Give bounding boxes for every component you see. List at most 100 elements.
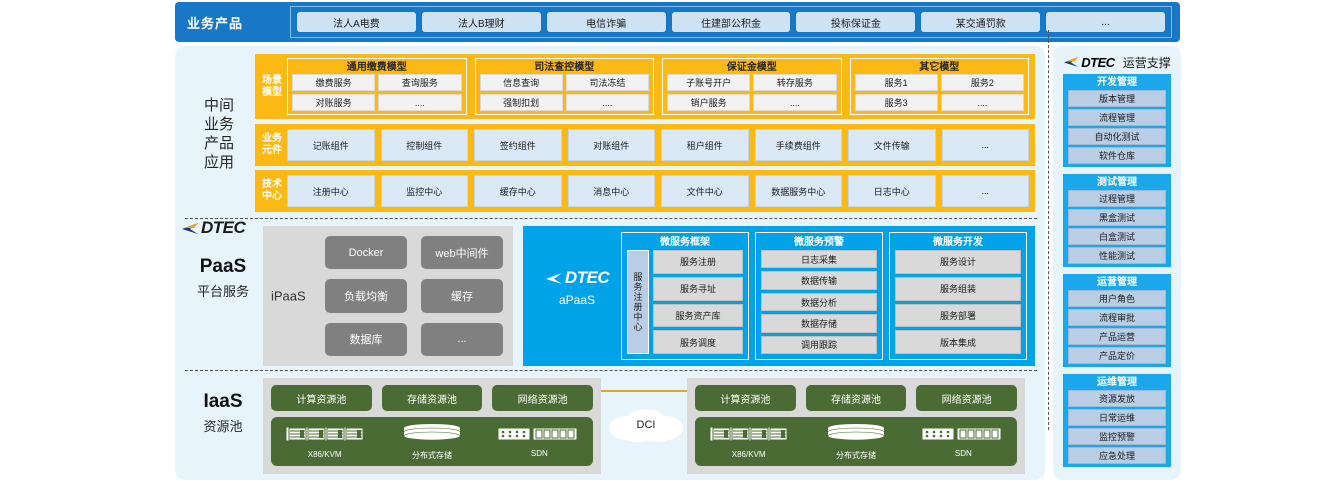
product-chip[interactable]: 法人B理财 — [421, 12, 541, 32]
dci-connector: DCI — [601, 378, 691, 474]
ops-item[interactable]: 白盒测试 — [1068, 228, 1166, 245]
tech-center-item[interactable]: 监控中心 — [380, 175, 468, 207]
resource-pool-chip[interactable]: 计算资源池 — [695, 385, 796, 411]
scene-model-item[interactable]: 销户服务 — [667, 94, 751, 111]
ops-item[interactable]: 黑盒测试 — [1068, 209, 1166, 226]
resource-pool-chip[interactable]: 存储资源池 — [381, 385, 483, 411]
scene-model-group-title: 保证金模型 — [726, 62, 777, 73]
product-chip[interactable]: 投标保证金 — [796, 12, 916, 32]
microservice-warning-item[interactable]: 数据存储 — [761, 314, 877, 333]
dci-link-line — [601, 390, 691, 392]
ops-item[interactable]: 版本管理 — [1068, 90, 1166, 107]
ipaas-item[interactable]: ... — [421, 322, 503, 356]
scene-model-item[interactable]: 查询服务 — [378, 74, 462, 91]
scene-model-item[interactable]: .... — [565, 94, 649, 111]
scene-model-item[interactable]: 信息查询 — [479, 74, 563, 91]
tag-line: 中心 — [262, 191, 282, 202]
apaas-name: aPaaS — [558, 292, 596, 307]
microservice-warning-item[interactable]: 数据传输 — [761, 271, 877, 290]
ops-section: 测试管理 过程管理 黑盒测试 白盒测试 性能测试 — [1063, 174, 1171, 267]
hardware-item: 分布式存储 — [808, 423, 904, 461]
scene-model-item[interactable]: .... — [378, 94, 462, 111]
ops-item[interactable]: 应急处理 — [1068, 447, 1166, 464]
ops-item[interactable]: 监控预警 — [1068, 428, 1166, 445]
scene-model-item[interactable]: 对账服务 — [292, 94, 376, 111]
business-component-item[interactable]: 租户组件 — [661, 129, 749, 161]
ops-item[interactable]: 产品运营 — [1068, 328, 1166, 345]
resource-pool-chip[interactable]: 存储资源池 — [805, 385, 907, 411]
server-rack-icon — [709, 425, 789, 448]
ops-item[interactable]: 流程管理 — [1068, 109, 1166, 126]
ipaas-item[interactable]: 缓存 — [421, 279, 503, 313]
ipaas-item[interactable]: Docker — [325, 236, 407, 270]
business-component-item[interactable]: 记账组件 — [287, 129, 375, 161]
product-chip[interactable]: 法人A电费 — [297, 12, 416, 32]
scene-model-item[interactable]: 司法冻结 — [565, 74, 649, 91]
ops-item[interactable]: 资源发放 — [1068, 390, 1166, 407]
resource-pool-chip[interactable]: 网络资源池 — [492, 385, 594, 411]
business-product-label: 业务产品 — [187, 15, 244, 31]
scene-model-item[interactable]: 服务3 — [854, 94, 938, 111]
tech-center-item[interactable]: 数据服务中心 — [754, 175, 842, 207]
microservice-framework-item[interactable]: 服务资产库 — [653, 303, 743, 328]
scene-model-item-grid: 缴费服务 查询服务 对账服务.... — [292, 74, 462, 111]
scene-model-item[interactable]: 子账号开户 — [667, 74, 751, 91]
product-chip[interactable]: 电信诈骗 — [546, 12, 666, 32]
ops-item[interactable]: 软件仓库 — [1068, 147, 1166, 164]
microservice-dev-item[interactable]: 服务部署 — [895, 303, 1021, 328]
tech-center-item[interactable]: 缓存中心 — [474, 175, 562, 207]
business-component-item[interactable]: 签约组件 — [474, 129, 562, 161]
ops-item[interactable]: 流程审批 — [1068, 309, 1166, 326]
business-component-item[interactable]: 控制组件 — [380, 129, 468, 161]
ops-item[interactable]: 产品定价 — [1068, 347, 1166, 364]
business-component-item[interactable]: 文件传输 — [848, 129, 936, 161]
microservice-warning-item[interactable]: 调用跟踪 — [761, 335, 877, 355]
ops-item[interactable]: 用户角色 — [1068, 290, 1166, 307]
hardware-item: 分布式存储 — [384, 423, 480, 461]
tech-center-item[interactable]: 文件中心 — [661, 175, 749, 207]
microservice-framework-items: 服务注册 服务寻址 服务资产库 服务调度 — [653, 250, 743, 354]
ipaas-item[interactable]: 负载均衡 — [325, 279, 407, 313]
microservice-dev-item[interactable]: 服务设计 — [895, 250, 1021, 274]
tech-center-item[interactable]: ... — [941, 175, 1029, 207]
microservice-dev-item[interactable]: 服务组装 — [895, 276, 1021, 301]
microservice-framework-item[interactable]: 服务调度 — [653, 330, 743, 354]
microservice-framework-item[interactable]: 服务寻址 — [653, 276, 743, 301]
business-component-item[interactable]: 对账组件 — [567, 129, 655, 161]
microservice-framework-item[interactable]: 服务注册 — [653, 250, 743, 274]
tech-center-item[interactable]: 消息中心 — [567, 175, 655, 207]
tech-center-item[interactable]: 日志中心 — [848, 175, 936, 207]
scene-model-group: 司法查控模型 信息查询 司法冻结 强制扣划.... — [474, 58, 654, 115]
scene-model-item[interactable]: 服务2 — [940, 74, 1024, 91]
datacenter-a-hardware: X86/KVM 分布式存储 SDN — [271, 417, 593, 466]
resource-pool-chip[interactable]: 计算资源池 — [271, 385, 372, 411]
product-chip[interactable]: ... — [1046, 12, 1166, 32]
dtec-logo-apaas: DTEC — [545, 268, 610, 288]
microservice-warning-item[interactable]: 日志采集 — [761, 250, 877, 269]
scene-model-item[interactable]: 缴费服务 — [292, 74, 376, 91]
scene-model-group-title: 其它模型 — [919, 62, 960, 73]
business-component-item[interactable]: ... — [941, 129, 1029, 161]
scene-model-item[interactable]: 转存服务 — [753, 74, 837, 91]
ops-item[interactable]: 过程管理 — [1068, 190, 1166, 207]
scene-model-item[interactable]: 强制扣划 — [479, 94, 563, 111]
resource-pool-chip[interactable]: 网络资源池 — [916, 385, 1018, 411]
microservice-dev-item[interactable]: 版本集成 — [895, 330, 1021, 354]
business-component-item[interactable]: 手续费组件 — [754, 129, 842, 161]
ops-item[interactable]: 性能测试 — [1068, 247, 1166, 264]
ipaas-panel: iPaaS Docker web中间件 负载均衡 缓存 数据库... — [263, 226, 513, 366]
ipaas-item[interactable]: web中间件 — [421, 236, 503, 270]
ops-item[interactable]: 自动化测试 — [1068, 128, 1166, 145]
product-chip[interactable]: 住建部公积金 — [671, 12, 791, 32]
ipaas-item[interactable]: 数据库 — [325, 322, 407, 356]
ops-item[interactable]: 日常运维 — [1068, 409, 1166, 426]
scene-model-item[interactable]: 服务1 — [854, 74, 938, 91]
product-chip[interactable]: 某交通罚款 — [921, 12, 1041, 32]
cloud-shape — [609, 409, 683, 442]
tech-center-item[interactable]: 注册中心 — [287, 175, 375, 207]
scene-model-item[interactable]: .... — [940, 94, 1024, 111]
microservice-warning-item[interactable]: 数据分析 — [761, 292, 877, 312]
scene-model-band: 场景 模型 通用缴费模型 缴费服务 查询服务 对账服务.... 司法查控模型 信息查询 司法冻… — [255, 54, 1035, 119]
scene-model-item[interactable]: .... — [753, 94, 837, 111]
